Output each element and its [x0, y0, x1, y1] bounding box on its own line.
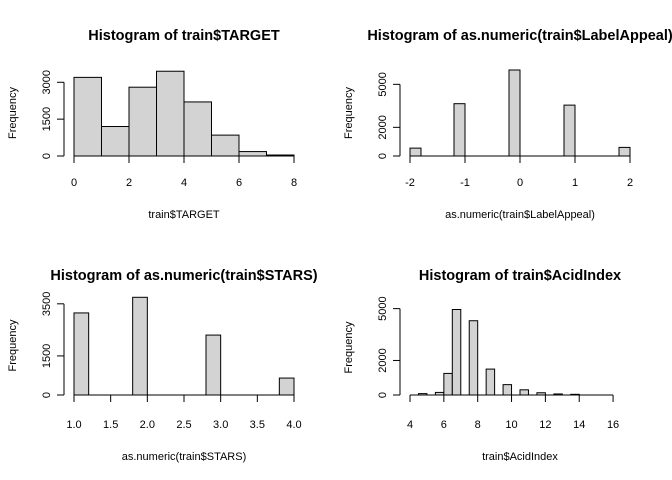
histogram-bar	[502, 384, 513, 396]
x-tick-label: 2.5	[176, 419, 191, 431]
x-tick-label: 3.5	[250, 419, 265, 431]
y-tick-label: 1500	[41, 107, 53, 131]
chart-title-2: Histogram of as.numeric(train$LabelAppea…	[367, 28, 672, 44]
histogram-bar	[132, 296, 148, 396]
x-tick-label: 12	[539, 419, 551, 431]
histogram-bar	[451, 309, 462, 396]
y-axis-label: Frequency	[343, 321, 355, 373]
x-tick-label: 2	[126, 177, 132, 189]
histogram-bar	[128, 86, 157, 157]
y-tick-label: 2000	[377, 115, 389, 139]
x-tick-label: 6	[236, 177, 242, 189]
y-tick-label: 0	[377, 392, 389, 398]
histogram-bar	[211, 134, 240, 157]
histogram-bar	[183, 101, 212, 157]
histogram-bar	[468, 320, 479, 396]
y-tick-label: 3500	[41, 292, 53, 316]
chart-title-3: Histogram of as.numeric(train$STARS)	[50, 268, 317, 284]
histogram-bar	[238, 151, 267, 157]
x-tick-label: 16	[607, 419, 619, 431]
x-tick-label: -1	[460, 177, 470, 189]
x-tick-label: 1.0	[66, 419, 81, 431]
histogram-bar	[409, 147, 422, 157]
x-tick-label: 3.0	[213, 419, 228, 431]
x-tick-label: 1.5	[103, 419, 118, 431]
y-tick-label: 0	[41, 153, 53, 159]
histogram-bar	[453, 103, 466, 157]
y-tick-label: 0	[41, 392, 53, 398]
histogram-bar	[563, 104, 576, 157]
x-tick-label: 0	[71, 177, 77, 189]
histogram-bar	[519, 389, 529, 396]
x-axis-label: as.numeric(train$LabelAppeal)	[445, 209, 595, 221]
x-axis-label: train$AcidIndex	[482, 451, 558, 463]
x-axis-label: train$TARGET	[148, 209, 220, 221]
y-axis-label: Frequency	[343, 87, 355, 139]
histogram-bar	[485, 368, 496, 396]
x-tick-label: 4	[181, 177, 187, 189]
x-tick-label: 8	[475, 419, 481, 431]
x-tick-label: 6	[441, 419, 447, 431]
x-tick-label: 10	[505, 419, 517, 431]
y-axis-label: Frequency	[7, 87, 19, 139]
y-tick-label: 5000	[377, 72, 389, 96]
y-axis-label: Frequency	[7, 319, 19, 371]
histogram-bar	[101, 126, 130, 157]
y-tick-label: 1500	[41, 344, 53, 368]
x-tick-label: 4.0	[286, 419, 301, 431]
x-tick-label: -2	[405, 177, 415, 189]
histogram-bar	[73, 76, 102, 157]
histogram-bar	[205, 334, 222, 396]
x-tick-label: 2	[627, 177, 633, 189]
x-tick-label: 4	[407, 419, 413, 431]
histogram-bar	[508, 69, 521, 157]
x-tick-label: 8	[291, 177, 297, 189]
x-tick-label: 14	[573, 419, 585, 431]
histogram-bar	[278, 377, 295, 396]
chart-title-1: Histogram of train$TARGET	[88, 28, 280, 44]
y-tick-label: 2000	[377, 348, 389, 372]
x-tick-label: 2.0	[140, 419, 155, 431]
histogram-bar	[618, 146, 631, 157]
y-tick-label: 3000	[41, 70, 53, 94]
x-tick-label: 0	[517, 177, 523, 189]
y-tick-label: 5000	[377, 296, 389, 320]
histogram-bar	[73, 312, 90, 396]
y-tick-label: 0	[377, 153, 389, 159]
x-axis-label: as.numeric(train$STARS)	[122, 451, 247, 463]
x-tick-label: 1	[572, 177, 578, 189]
chart-title-4: Histogram of train$AcidIndex	[419, 268, 621, 284]
histogram-bar	[156, 70, 185, 157]
histogram-bar	[443, 372, 453, 396]
